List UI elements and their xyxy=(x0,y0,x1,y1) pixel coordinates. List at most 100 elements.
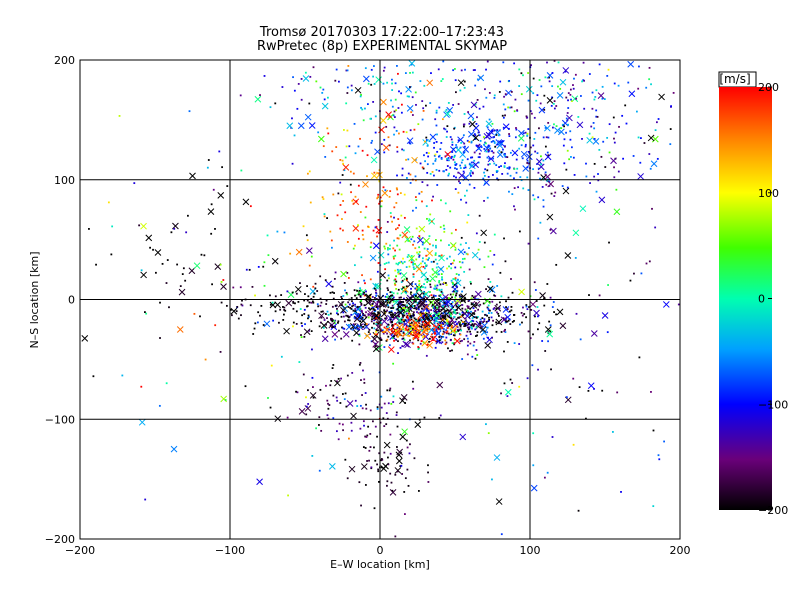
data-point xyxy=(495,303,498,306)
data-point xyxy=(394,254,397,257)
data-point xyxy=(518,68,521,71)
data-point xyxy=(526,162,529,164)
x-tick-label: −100 xyxy=(215,544,245,557)
data-point xyxy=(271,301,274,304)
data-point xyxy=(525,115,528,118)
data-point xyxy=(420,325,423,328)
data-point xyxy=(443,127,445,130)
data-point xyxy=(400,92,403,95)
data-point xyxy=(309,75,312,78)
data-point xyxy=(451,325,453,327)
data-point-x xyxy=(188,267,196,275)
data-point xyxy=(428,337,431,340)
data-point xyxy=(335,396,338,399)
data-point-x xyxy=(494,129,501,136)
data-point xyxy=(472,69,475,72)
data-point xyxy=(474,84,477,87)
data-point xyxy=(478,131,480,134)
data-point xyxy=(384,310,387,313)
data-point xyxy=(377,329,379,332)
data-point xyxy=(648,66,651,69)
data-point xyxy=(398,132,400,135)
data-point xyxy=(373,327,376,330)
data-point xyxy=(399,234,402,237)
data-point xyxy=(382,186,385,189)
data-point-x xyxy=(298,408,306,415)
data-point xyxy=(402,308,405,311)
data-point xyxy=(513,319,515,322)
data-point xyxy=(418,192,421,195)
data-point-x xyxy=(369,254,377,262)
data-point xyxy=(463,142,466,145)
data-point xyxy=(327,402,329,405)
data-point xyxy=(598,294,601,297)
data-point xyxy=(330,239,333,242)
data-point xyxy=(651,207,653,210)
data-point xyxy=(463,80,466,83)
data-point xyxy=(500,141,503,143)
data-point xyxy=(326,317,328,320)
data-point xyxy=(553,59,556,62)
data-point xyxy=(351,199,354,202)
data-point xyxy=(409,325,412,328)
data-point xyxy=(417,253,420,256)
data-point-x xyxy=(504,313,512,321)
data-point-x xyxy=(571,95,579,103)
data-point xyxy=(444,343,447,346)
data-point xyxy=(358,328,361,331)
data-point xyxy=(411,283,413,285)
data-point-x xyxy=(325,280,333,288)
data-point xyxy=(427,279,430,282)
data-point xyxy=(447,327,449,329)
data-point xyxy=(361,149,364,152)
data-point xyxy=(436,284,439,287)
data-point-x xyxy=(376,171,383,179)
data-point xyxy=(460,198,462,201)
data-point xyxy=(373,65,375,67)
data-point xyxy=(493,140,496,143)
data-point xyxy=(340,193,343,196)
data-point xyxy=(380,339,383,341)
data-point-x xyxy=(302,75,310,82)
data-point xyxy=(376,333,378,336)
data-point xyxy=(566,149,569,152)
data-point xyxy=(373,287,376,290)
data-point-x xyxy=(178,288,186,296)
data-point xyxy=(414,329,417,332)
data-point xyxy=(553,107,556,110)
data-point xyxy=(387,274,390,277)
data-point-x xyxy=(378,126,385,134)
data-point xyxy=(446,159,449,162)
data-point xyxy=(430,220,433,223)
data-point xyxy=(554,191,557,194)
data-point xyxy=(433,318,436,321)
data-point xyxy=(326,414,329,417)
data-point xyxy=(463,325,466,328)
data-point xyxy=(387,463,390,466)
data-point-x xyxy=(360,463,368,470)
data-point xyxy=(417,307,420,310)
data-point xyxy=(457,191,460,194)
data-point xyxy=(417,308,420,311)
data-point xyxy=(446,297,449,299)
data-point xyxy=(455,325,458,328)
data-point xyxy=(448,310,451,313)
data-point xyxy=(510,305,513,308)
data-point xyxy=(380,406,383,409)
data-point xyxy=(353,264,356,267)
data-point xyxy=(267,254,270,257)
data-point xyxy=(394,278,397,281)
data-point xyxy=(350,421,353,424)
data-point xyxy=(307,314,310,317)
data-point xyxy=(375,291,377,294)
data-point xyxy=(527,330,530,333)
data-point xyxy=(369,117,372,120)
data-point xyxy=(383,309,386,312)
data-point xyxy=(495,321,498,324)
data-point xyxy=(414,262,416,265)
data-point xyxy=(466,305,469,308)
data-point xyxy=(402,301,405,303)
data-point xyxy=(487,255,490,258)
data-point xyxy=(453,315,456,318)
data-point xyxy=(419,80,422,82)
